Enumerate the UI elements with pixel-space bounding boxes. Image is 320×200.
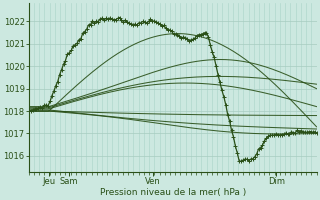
X-axis label: Pression niveau de la mer( hPa ): Pression niveau de la mer( hPa ) <box>100 188 246 197</box>
